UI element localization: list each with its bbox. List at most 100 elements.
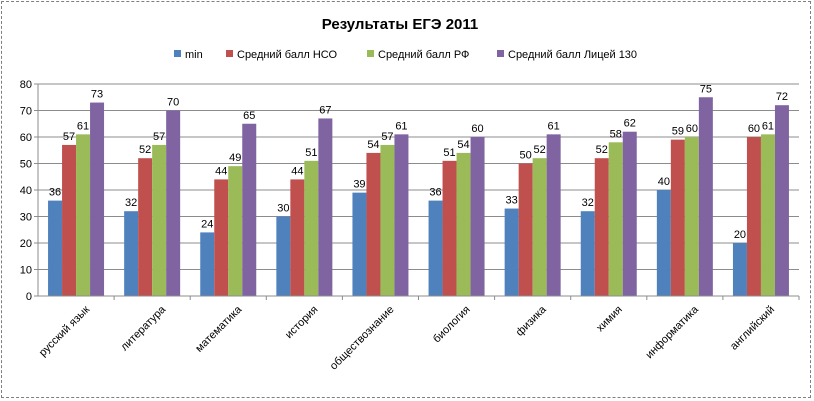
x-tick-label: химия bbox=[594, 304, 625, 335]
y-tick-label: 20 bbox=[20, 238, 32, 250]
legend-label: Средний балл РФ bbox=[378, 49, 469, 61]
legend-item: Средний балл РФ bbox=[367, 49, 469, 61]
bar bbox=[290, 179, 305, 296]
data-label: 33 bbox=[506, 195, 518, 207]
bar bbox=[242, 123, 257, 296]
bar bbox=[698, 97, 713, 296]
bar bbox=[656, 190, 671, 296]
bar bbox=[532, 158, 547, 296]
legend-swatch bbox=[497, 50, 504, 57]
data-label: 62 bbox=[624, 118, 636, 130]
data-label: 65 bbox=[243, 110, 255, 122]
legend-label: min bbox=[185, 49, 203, 61]
data-label: 30 bbox=[277, 203, 289, 215]
bar bbox=[546, 134, 561, 296]
data-label: 51 bbox=[443, 147, 455, 159]
data-label: 20 bbox=[734, 229, 746, 241]
bar bbox=[380, 144, 395, 296]
x-tick-label: математика bbox=[193, 303, 245, 355]
data-label: 40 bbox=[658, 176, 670, 188]
data-label: 50 bbox=[520, 150, 532, 162]
data-label: 60 bbox=[686, 123, 698, 135]
x-tick-label: биология bbox=[431, 304, 473, 346]
bar bbox=[774, 105, 789, 296]
bar bbox=[732, 243, 747, 296]
legend-item: min bbox=[174, 49, 203, 61]
data-label: 54 bbox=[367, 139, 379, 151]
y-tick-label: 50 bbox=[20, 159, 32, 171]
bar bbox=[228, 166, 243, 296]
legend-item: Средний балл Лицей 130 bbox=[497, 49, 637, 61]
data-labels: 3657617332525770244449653044516739545761… bbox=[49, 83, 788, 241]
data-label: 52 bbox=[139, 144, 151, 156]
data-label: 61 bbox=[395, 120, 407, 132]
legend-swatch bbox=[174, 50, 181, 57]
y-axis: 0 10 20 30 40 50 60 70 80 bbox=[20, 79, 39, 303]
data-label: 60 bbox=[471, 123, 483, 135]
data-label: 49 bbox=[229, 152, 241, 164]
data-label: 67 bbox=[319, 104, 331, 116]
data-label: 73 bbox=[91, 89, 103, 101]
bar bbox=[622, 131, 637, 296]
data-label: 44 bbox=[291, 165, 303, 177]
bar bbox=[394, 134, 409, 296]
bar bbox=[684, 137, 699, 296]
legend-swatch bbox=[226, 50, 233, 57]
legend-swatch bbox=[367, 50, 374, 57]
bar bbox=[318, 118, 333, 296]
x-tick-label: физика bbox=[514, 303, 550, 339]
bar bbox=[76, 134, 91, 296]
data-label: 36 bbox=[429, 187, 441, 199]
data-label: 58 bbox=[610, 128, 622, 140]
y-tick-label: 80 bbox=[20, 79, 32, 91]
data-label: 54 bbox=[457, 139, 469, 151]
data-label: 61 bbox=[548, 120, 560, 132]
data-label: 44 bbox=[215, 165, 227, 177]
x-tick-label: история bbox=[283, 304, 320, 341]
bar bbox=[48, 200, 63, 296]
bar bbox=[456, 152, 471, 296]
y-tick-label: 30 bbox=[20, 212, 32, 224]
bar bbox=[62, 144, 77, 296]
bar bbox=[470, 137, 485, 296]
y-tick-label: 0 bbox=[26, 291, 32, 303]
data-label: 57 bbox=[381, 131, 393, 143]
bar bbox=[670, 139, 685, 296]
data-label: 36 bbox=[49, 187, 61, 199]
data-label: 75 bbox=[700, 83, 712, 95]
y-tick-label: 10 bbox=[20, 265, 32, 277]
y-tick-label: 60 bbox=[20, 132, 32, 144]
bar bbox=[304, 160, 319, 296]
data-label: 52 bbox=[534, 144, 546, 156]
data-label: 52 bbox=[596, 144, 608, 156]
data-label: 61 bbox=[762, 120, 774, 132]
bar bbox=[504, 208, 519, 296]
x-tick-label: литература bbox=[119, 303, 169, 353]
data-label: 61 bbox=[77, 120, 89, 132]
chart-title: Результаты ЕГЭ 2011 bbox=[322, 16, 479, 33]
y-tick-label: 40 bbox=[20, 185, 32, 197]
bar bbox=[518, 163, 533, 296]
legend-item: Средний балл НСО bbox=[226, 49, 337, 61]
legend-label: Средний балл Лицей 130 bbox=[508, 49, 637, 61]
bar bbox=[138, 158, 153, 296]
bar bbox=[166, 110, 181, 296]
bar bbox=[580, 211, 595, 296]
data-label: 72 bbox=[776, 91, 788, 103]
legend: min Средний балл НСО Средний балл РФ Средни… bbox=[174, 49, 637, 61]
y-tick-label: 70 bbox=[20, 106, 32, 118]
legend-label: Средний балл НСО bbox=[237, 49, 337, 61]
bar bbox=[152, 144, 167, 296]
bar bbox=[214, 179, 229, 296]
x-tick-label: информатика bbox=[643, 303, 701, 361]
bar bbox=[124, 211, 139, 296]
x-tick-label: обществознание bbox=[328, 304, 397, 373]
data-label: 57 bbox=[153, 131, 165, 143]
bar bbox=[276, 216, 291, 296]
data-label: 59 bbox=[672, 126, 684, 138]
data-label: 51 bbox=[305, 147, 317, 159]
data-label: 24 bbox=[201, 218, 213, 230]
bar bbox=[746, 137, 761, 296]
